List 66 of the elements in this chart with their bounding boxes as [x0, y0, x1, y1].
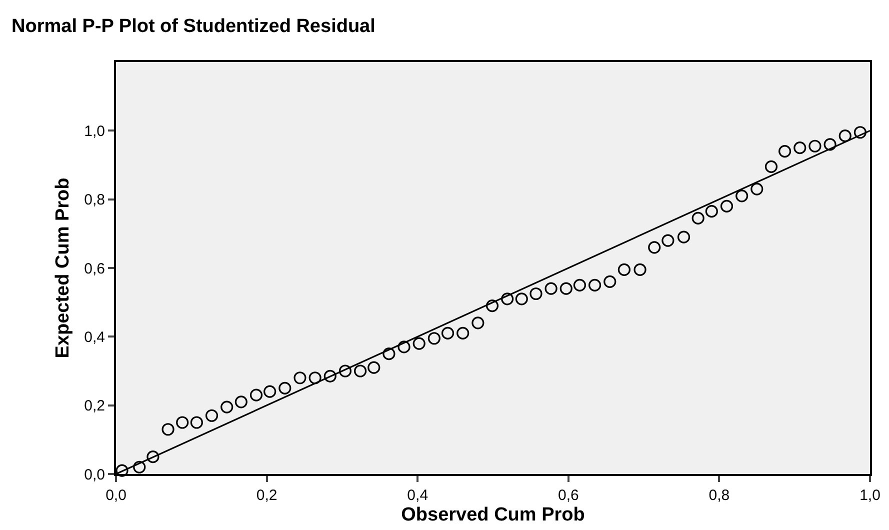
point [250, 388, 263, 402]
point [588, 278, 602, 292]
point [560, 282, 572, 295]
point [472, 316, 484, 330]
point [794, 142, 806, 154]
y-tick-label: 0,4 [84, 328, 105, 346]
point [456, 326, 470, 340]
x-tick-label: 1,0 [860, 487, 880, 504]
point [234, 396, 248, 408]
x-tick-label: 0,2 [256, 487, 278, 504]
y-tick-label: 0,8 [84, 192, 105, 209]
point [220, 400, 234, 414]
point [368, 361, 380, 374]
point [824, 138, 836, 151]
y-tick-label: 0,2 [84, 398, 105, 415]
x-tick-label: 0,4 [407, 487, 428, 504]
point [778, 144, 792, 158]
point [116, 464, 128, 477]
point [354, 364, 367, 378]
point [146, 450, 160, 464]
point [264, 385, 276, 398]
point [662, 234, 674, 247]
point [530, 287, 542, 300]
point [618, 263, 630, 276]
point [428, 332, 440, 345]
point [648, 241, 661, 254]
point [573, 278, 586, 292]
point [338, 364, 352, 378]
point [808, 140, 822, 152]
point [736, 190, 748, 202]
y-axis-title: Expected Cum Prob [52, 178, 74, 358]
point [854, 126, 866, 139]
point [501, 292, 514, 306]
point [692, 212, 704, 225]
point [677, 230, 690, 244]
chart-title: Normal P-P Plot of Studentized Residual [12, 16, 376, 37]
point [705, 205, 718, 218]
point [308, 372, 322, 384]
point [324, 370, 336, 382]
point [515, 292, 528, 306]
point [190, 416, 203, 429]
point [133, 460, 146, 474]
point [750, 182, 764, 196]
point [838, 130, 852, 142]
point [412, 337, 426, 350]
point [634, 263, 646, 276]
point [176, 416, 189, 429]
y-tick-label: 0,0 [84, 466, 105, 484]
point [162, 423, 174, 436]
x-tick-label: 0,0 [106, 487, 126, 504]
point [205, 409, 218, 422]
point [382, 348, 396, 360]
y-tick-label: 1,0 [84, 122, 105, 140]
x-axis-title: Observed Cum Prob [401, 504, 585, 526]
point [294, 372, 306, 384]
point [764, 160, 778, 174]
point [278, 382, 292, 394]
x-tick-label: 0,8 [708, 487, 730, 504]
point [604, 275, 616, 288]
point [398, 340, 410, 354]
point [720, 200, 734, 212]
point [486, 299, 499, 312]
x-tick-label: 0,6 [558, 487, 579, 504]
y-tick-label: 0,6 [84, 260, 105, 278]
point [544, 282, 558, 295]
point [441, 326, 454, 340]
